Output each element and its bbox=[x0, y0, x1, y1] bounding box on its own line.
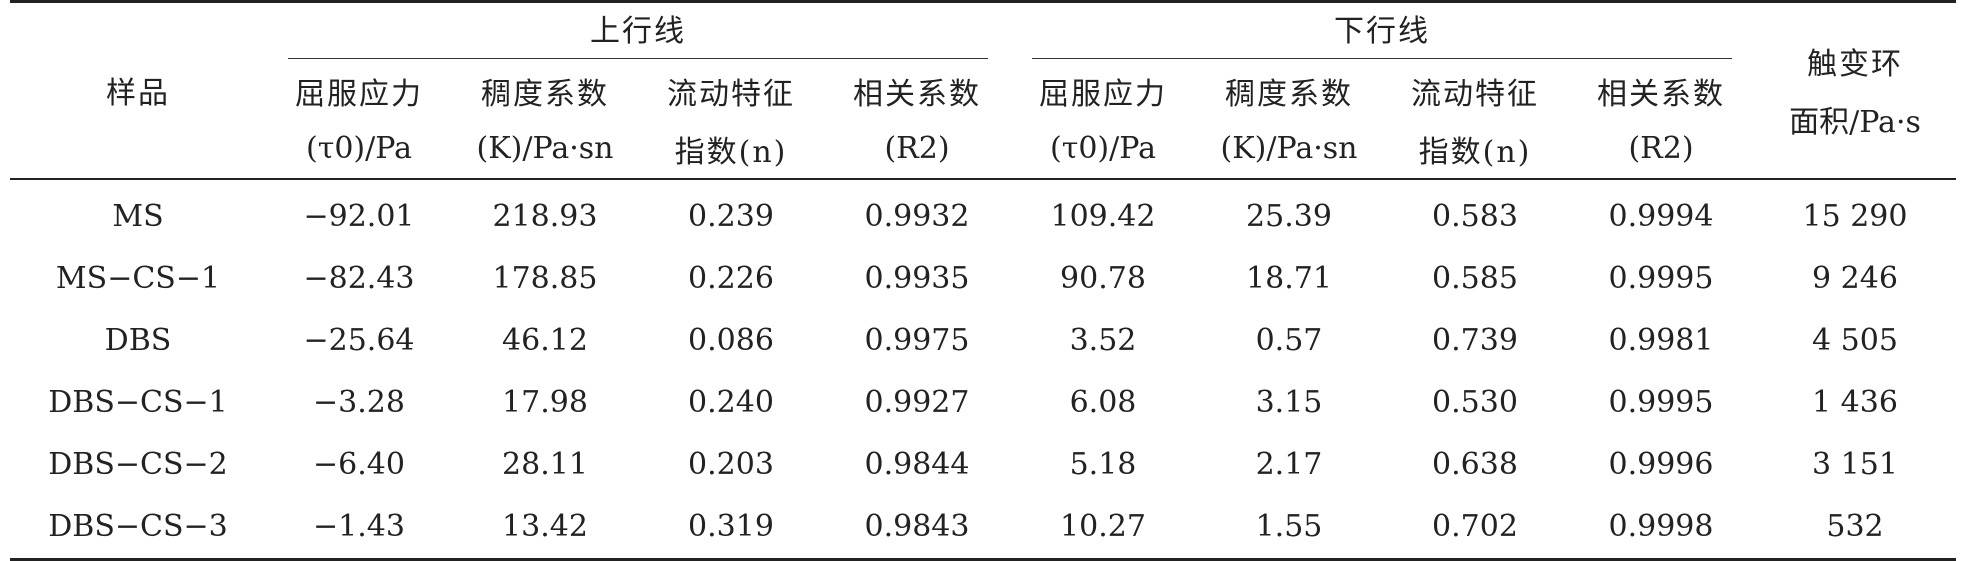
sample-cell: MS−CS−1 bbox=[55, 261, 221, 296]
down-correlation-cell: 0.9994 bbox=[1608, 199, 1714, 234]
down-correlation-cell: 0.9998 bbox=[1608, 509, 1714, 544]
down-correlation-cell: 0.9995 bbox=[1608, 261, 1714, 296]
up-correlation-cell: 0.9844 bbox=[864, 447, 970, 482]
up-correlation-unit: (R2) bbox=[884, 131, 950, 166]
header-group-row: 样品 上行线 下行线 触变环 面积/Pa·s bbox=[10, 1, 1956, 140]
up-correlation-cell: 0.9975 bbox=[864, 323, 970, 358]
up-yield-cell: −3.28 bbox=[313, 385, 405, 420]
table-header: 样品 上行线 下行线 触变环 面积/Pa·s 屈服应力 稠度系数 流动特征 相关… bbox=[10, 1, 1956, 179]
down-correlation-cell: 0.9996 bbox=[1608, 447, 1714, 482]
sample-cell: DBS−CS−1 bbox=[48, 385, 228, 420]
up-consistency-unit: (K)/Pa·sn bbox=[476, 131, 614, 166]
sample-cell: DBS bbox=[104, 323, 172, 358]
sample-cell: DBS−CS−3 bbox=[48, 509, 228, 544]
table-row: DBS−CS−2 −6.40 28.11 0.203 0.9844 5.18 2… bbox=[10, 434, 1956, 496]
up-flow-index-header: 流动特征 bbox=[667, 76, 795, 112]
down-correlation-cell: 0.9995 bbox=[1608, 385, 1714, 420]
rheology-table: 样品 上行线 下行线 触变环 面积/Pa·s 屈服应力 稠度系数 流动特征 相关… bbox=[10, 0, 1956, 561]
down-consistency-cell: 1.55 bbox=[1255, 509, 1323, 544]
up-consistency-cell: 218.93 bbox=[492, 199, 598, 234]
down-yield-cell: 90.78 bbox=[1060, 261, 1146, 296]
upward-curve-group-header: 上行线 bbox=[266, 2, 1010, 62]
down-consistency-cell: 25.39 bbox=[1246, 199, 1332, 234]
up-consistency-cell: 28.11 bbox=[502, 447, 588, 482]
up-yield-cell: −92.01 bbox=[303, 199, 415, 234]
header-sub-row: 屈服应力 稠度系数 流动特征 相关系数 屈服应力 稠度系数 流动特征 相关系数 bbox=[10, 62, 1956, 120]
up-flow-index-unit: 指数(n) bbox=[674, 134, 788, 170]
sample-cell: MS bbox=[112, 199, 164, 234]
down-flow-index-cell: 0.530 bbox=[1432, 385, 1518, 420]
down-consistency-unit: (K)/Pa·sn bbox=[1220, 131, 1358, 166]
down-consistency-cell: 18.71 bbox=[1246, 261, 1332, 296]
thixotropic-area-cell: 9 246 bbox=[1812, 261, 1898, 296]
up-correlation-header: 相关系数 bbox=[853, 76, 981, 112]
up-flow-index-cell: 0.239 bbox=[688, 199, 774, 234]
down-consistency-cell: 2.17 bbox=[1255, 447, 1323, 482]
up-yield-cell: −6.40 bbox=[313, 447, 405, 482]
header-unit-row: (τ0)/Pa (K)/Pa·sn 指数(n) (R2) (τ0)/Pa (K)… bbox=[10, 120, 1956, 179]
up-flow-index-cell: 0.226 bbox=[688, 261, 774, 296]
up-flow-index-cell: 0.319 bbox=[688, 509, 774, 544]
up-flow-index-cell: 0.240 bbox=[688, 385, 774, 420]
down-correlation-unit: (R2) bbox=[1628, 131, 1694, 166]
thixotropic-area-cell: 532 bbox=[1826, 509, 1884, 544]
down-flow-index-cell: 0.585 bbox=[1432, 261, 1518, 296]
up-yield-header: 屈服应力 bbox=[295, 76, 423, 112]
up-consistency-header: 稠度系数 bbox=[481, 76, 609, 112]
down-yield-cell: 109.42 bbox=[1050, 199, 1156, 234]
thixotropic-area-header: 触变环 面积/Pa·s bbox=[1789, 47, 1921, 141]
up-yield-unit: (τ0)/Pa bbox=[306, 131, 412, 166]
up-correlation-cell: 0.9927 bbox=[864, 385, 970, 420]
table-row: MS −92.01 218.93 0.239 0.9932 109.42 25.… bbox=[10, 179, 1956, 248]
up-correlation-cell: 0.9843 bbox=[864, 509, 970, 544]
up-yield-cell: −1.43 bbox=[313, 509, 405, 544]
up-yield-cell: −25.64 bbox=[303, 323, 415, 358]
up-consistency-cell: 17.98 bbox=[502, 385, 588, 420]
rheology-table-container: 样品 上行线 下行线 触变环 面积/Pa·s 屈服应力 稠度系数 流动特征 相关… bbox=[10, 0, 1956, 561]
down-consistency-cell: 3.15 bbox=[1255, 385, 1323, 420]
up-flow-index-cell: 0.086 bbox=[688, 323, 774, 358]
down-yield-cell: 10.27 bbox=[1060, 509, 1146, 544]
thixotropic-area-cell: 4 505 bbox=[1812, 323, 1898, 358]
down-correlation-header: 相关系数 bbox=[1597, 76, 1725, 112]
table-row: MS−CS−1 −82.43 178.85 0.226 0.9935 90.78… bbox=[10, 248, 1956, 310]
down-consistency-cell: 0.57 bbox=[1255, 323, 1323, 358]
thixotropic-area-cell: 1 436 bbox=[1812, 385, 1898, 420]
down-flow-index-cell: 0.702 bbox=[1432, 509, 1518, 544]
up-yield-cell: −82.43 bbox=[303, 261, 415, 296]
table-body: MS −92.01 218.93 0.239 0.9932 109.42 25.… bbox=[10, 179, 1956, 559]
table-row: DBS−CS−3 −1.43 13.42 0.319 0.9843 10.27 … bbox=[10, 496, 1956, 559]
up-consistency-cell: 46.12 bbox=[502, 323, 588, 358]
up-consistency-cell: 13.42 bbox=[502, 509, 588, 544]
up-correlation-cell: 0.9935 bbox=[864, 261, 970, 296]
up-flow-index-cell: 0.203 bbox=[688, 447, 774, 482]
down-flow-index-cell: 0.583 bbox=[1432, 199, 1518, 234]
down-flow-index-cell: 0.638 bbox=[1432, 447, 1518, 482]
down-consistency-header: 稠度系数 bbox=[1225, 76, 1353, 112]
thixotropic-area-cell: 3 151 bbox=[1812, 447, 1898, 482]
down-yield-cell: 6.08 bbox=[1069, 385, 1137, 420]
down-yield-header: 屈服应力 bbox=[1039, 76, 1167, 112]
up-correlation-cell: 0.9932 bbox=[864, 199, 970, 234]
sample-column-header: 样品 bbox=[106, 76, 170, 112]
table-row: DBS−CS−1 −3.28 17.98 0.240 0.9927 6.08 3… bbox=[10, 372, 1956, 434]
sample-cell: DBS−CS−2 bbox=[48, 447, 228, 482]
table-row: DBS −25.64 46.12 0.086 0.9975 3.52 0.57 … bbox=[10, 310, 1956, 372]
up-consistency-cell: 178.85 bbox=[492, 261, 598, 296]
downward-curve-group-header: 下行线 bbox=[1010, 2, 1754, 62]
down-yield-cell: 3.52 bbox=[1069, 323, 1137, 358]
thixotropic-area-cell: 15 290 bbox=[1802, 199, 1908, 234]
down-correlation-cell: 0.9981 bbox=[1608, 323, 1714, 358]
down-flow-index-unit: 指数(n) bbox=[1418, 134, 1532, 170]
down-flow-index-header: 流动特征 bbox=[1411, 76, 1539, 112]
down-yield-cell: 5.18 bbox=[1069, 447, 1137, 482]
down-flow-index-cell: 0.739 bbox=[1432, 323, 1518, 358]
down-yield-unit: (τ0)/Pa bbox=[1050, 131, 1156, 166]
